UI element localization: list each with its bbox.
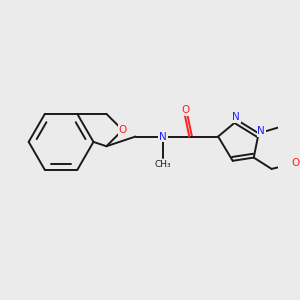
Text: N: N bbox=[159, 131, 167, 142]
Text: CH₃: CH₃ bbox=[155, 160, 171, 169]
Text: N: N bbox=[257, 126, 265, 136]
Text: O: O bbox=[182, 105, 190, 115]
Text: N: N bbox=[232, 112, 240, 122]
Text: O: O bbox=[118, 125, 127, 135]
Text: O: O bbox=[292, 158, 300, 168]
